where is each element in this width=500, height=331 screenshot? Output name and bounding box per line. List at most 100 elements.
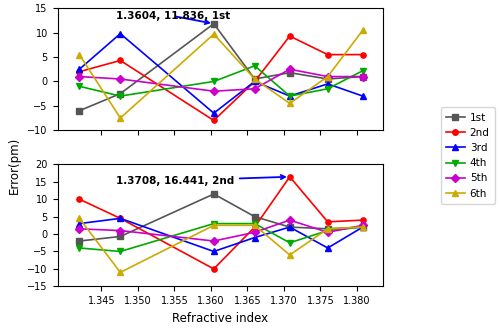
6th <box>324 227 330 231</box>
4th <box>324 229 330 233</box>
2nd <box>76 70 82 74</box>
3rd <box>360 225 366 229</box>
5th <box>76 227 82 231</box>
2nd <box>252 79 258 83</box>
4th <box>118 250 124 254</box>
6th <box>76 53 82 57</box>
2nd <box>211 118 217 122</box>
2nd <box>324 53 330 57</box>
3rd <box>252 236 258 240</box>
2nd <box>360 53 366 57</box>
1st <box>360 74 366 78</box>
4th <box>324 87 330 91</box>
1st <box>360 225 366 229</box>
1st <box>211 192 217 196</box>
Line: 3rd: 3rd <box>77 31 366 116</box>
Text: 1.3708, 16.441, 2nd: 1.3708, 16.441, 2nd <box>116 175 285 186</box>
5th <box>324 74 330 78</box>
2nd <box>118 59 124 63</box>
5th <box>324 230 330 234</box>
1st <box>76 239 82 243</box>
5th <box>118 229 124 233</box>
Line: 6th: 6th <box>77 27 366 121</box>
Line: 4th: 4th <box>77 63 366 99</box>
X-axis label: Refractive index: Refractive index <box>172 311 268 325</box>
Legend: 1st, 2nd, 3rd, 4th, 5th, 6th: 1st, 2nd, 3rd, 4th, 5th, 6th <box>440 107 495 204</box>
3rd <box>118 216 124 220</box>
3rd <box>76 222 82 226</box>
1st <box>118 234 124 238</box>
2nd <box>211 267 217 271</box>
4th <box>211 222 217 226</box>
6th <box>252 223 258 227</box>
4th <box>76 84 82 88</box>
4th <box>252 222 258 226</box>
Line: 5th: 5th <box>77 67 366 94</box>
Line: 6th: 6th <box>77 216 366 275</box>
2nd <box>76 197 82 201</box>
6th <box>118 270 124 274</box>
Line: 2nd: 2nd <box>77 33 366 123</box>
3rd <box>286 225 292 229</box>
6th <box>76 216 82 220</box>
5th <box>360 223 366 227</box>
5th <box>286 67 292 71</box>
6th <box>211 223 217 227</box>
1st <box>252 77 258 81</box>
3rd <box>118 32 124 36</box>
Line: 3rd: 3rd <box>77 216 366 254</box>
5th <box>252 87 258 91</box>
5th <box>118 77 124 81</box>
2nd <box>118 216 124 220</box>
4th <box>286 241 292 245</box>
3rd <box>324 82 330 86</box>
5th <box>211 89 217 93</box>
3rd <box>286 94 292 98</box>
Text: 1.3604, 11.836, 1st: 1.3604, 11.836, 1st <box>116 11 230 24</box>
6th <box>360 28 366 32</box>
3rd <box>76 67 82 71</box>
1st <box>324 227 330 231</box>
1st <box>286 225 292 229</box>
6th <box>118 116 124 120</box>
4th <box>286 94 292 98</box>
3rd <box>252 79 258 83</box>
Line: 5th: 5th <box>77 217 366 244</box>
6th <box>360 225 366 229</box>
6th <box>211 32 217 36</box>
5th <box>211 239 217 243</box>
6th <box>286 101 292 105</box>
4th <box>76 246 82 250</box>
Line: 4th: 4th <box>77 221 366 254</box>
6th <box>252 77 258 81</box>
4th <box>118 94 124 98</box>
3rd <box>211 111 217 115</box>
3rd <box>324 246 330 250</box>
3rd <box>211 250 217 254</box>
Line: 1st: 1st <box>77 191 366 244</box>
4th <box>252 64 258 68</box>
4th <box>211 79 217 83</box>
1st <box>324 77 330 81</box>
2nd <box>360 218 366 222</box>
Line: 1st: 1st <box>77 21 366 113</box>
Line: 2nd: 2nd <box>77 174 366 271</box>
2nd <box>324 220 330 224</box>
1st <box>252 214 258 218</box>
3rd <box>360 94 366 98</box>
2nd <box>252 225 258 229</box>
1st <box>118 92 124 96</box>
2nd <box>286 34 292 38</box>
6th <box>286 253 292 257</box>
4th <box>360 69 366 73</box>
1st <box>286 71 292 75</box>
5th <box>252 230 258 234</box>
5th <box>76 74 82 78</box>
1st <box>76 109 82 113</box>
5th <box>286 218 292 222</box>
6th <box>324 74 330 78</box>
5th <box>360 74 366 78</box>
2nd <box>286 175 292 179</box>
Text: Error(pm): Error(pm) <box>8 137 20 194</box>
1st <box>211 22 217 26</box>
